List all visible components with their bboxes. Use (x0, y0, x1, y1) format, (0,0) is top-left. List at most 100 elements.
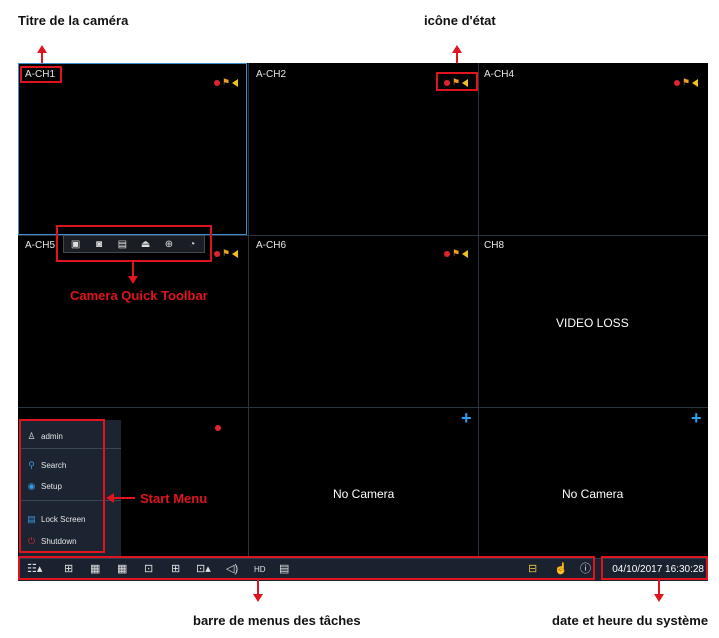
quick-toolbar-arrow (132, 262, 134, 276)
pip-icon[interactable]: ⊡▴ (196, 563, 211, 575)
motion-icon: ⚑ (452, 248, 461, 258)
camera-title-arrow-head (37, 45, 47, 53)
taskbar-highlight (18, 556, 595, 580)
record-status-icon (214, 250, 220, 257)
record-status-icon (444, 79, 450, 86)
motion-icon: ⚑ (452, 77, 461, 87)
status-icon-arrow-head (452, 45, 462, 53)
quick-toolbar-arrow-head (128, 276, 138, 284)
user-icon: ♙ (27, 431, 36, 441)
layout-16-icon[interactable]: ⊡ (144, 563, 154, 575)
status-icons-ch6: ⚑ (444, 248, 469, 258)
record-icon[interactable]: ▣ (70, 238, 81, 250)
taskbar-arrow-head (253, 594, 263, 602)
quick-toolbar-annotation: Camera Quick Toolbar (70, 288, 208, 303)
no-camera-label: No Camera (562, 487, 624, 501)
info-icon[interactable]: ⓘ (580, 563, 591, 575)
datetime-arrow-head (654, 594, 664, 602)
channel-title-ch4: A-CH4 (484, 69, 515, 80)
add-camera-button[interactable]: + (461, 408, 472, 428)
setup-icon: ◉ (27, 481, 36, 491)
menu-divider (19, 448, 121, 449)
start-menu-search[interactable]: ⚲ Search (27, 460, 66, 471)
video-loss-label: VIDEO LOSS (556, 316, 629, 330)
camera-quick-toolbar: ▣ ◙ ▤ ⏏ ⊕ ◔ (63, 235, 205, 253)
record-status-icon (444, 250, 450, 257)
menu-divider (19, 500, 121, 501)
snapshot-icon[interactable]: ◙ (95, 238, 102, 250)
ptz-icon[interactable]: ⏏ (140, 238, 151, 250)
color-icon[interactable]: ◔ (189, 238, 196, 250)
start-menu-setup[interactable]: ◉ Setup (27, 481, 62, 492)
status-icon-annotation: icône d'état (424, 13, 496, 28)
shutdown-icon: ⏻ (27, 536, 36, 546)
motion-icon: ⚑ (222, 248, 231, 258)
grid-divider (18, 235, 708, 236)
selected-channel-frame[interactable] (18, 63, 247, 235)
grid-divider (478, 63, 479, 558)
start-menu-arrow (113, 497, 135, 499)
camera-title-arrow (41, 52, 43, 66)
network-icon[interactable]: ⊟ (528, 563, 538, 575)
datetime-annotation: date et heure du système (552, 613, 709, 628)
start-menu-highlight (19, 419, 105, 553)
status-icon-arrow (456, 52, 458, 72)
alarm-icon (462, 249, 469, 258)
playback-icon[interactable]: ▤ (117, 238, 128, 250)
status-icons-ch5: ⚑ (214, 248, 239, 258)
camera-title-highlight (20, 66, 62, 83)
channel-title-ch2: A-CH2 (256, 69, 287, 80)
taskbar-arrow (257, 580, 259, 594)
record-status-icon (214, 79, 220, 86)
alarm-icon (692, 78, 699, 87)
no-camera-label: No Camera (333, 487, 395, 501)
record-status-icon (674, 79, 680, 86)
zoom-icon[interactable]: ⊕ (164, 238, 174, 250)
audio-icon[interactable]: ◁) (226, 563, 239, 575)
taskbar-annotation: barre de menus des tâches (193, 613, 361, 628)
start-menu-user[interactable]: ♙ admin (27, 431, 63, 442)
layout-custom-icon[interactable]: ⊞ (171, 563, 181, 575)
start-menu-annotation: Start Menu (140, 491, 208, 506)
datetime-arrow (658, 580, 660, 594)
add-camera-button[interactable]: + (691, 408, 702, 428)
stream-icon[interactable]: HD (254, 565, 266, 574)
layout-1-icon[interactable]: ⊞ (64, 563, 74, 575)
taskbar: ☷▴ ⊞ ▦ ▦ ⊡ ⊞ ⊡▴ ◁) HD ▤ ⊟ ☝ ⓘ 04/10/2017… (18, 558, 708, 581)
alarm-icon (232, 249, 239, 258)
start-menu-arrow-head (106, 493, 114, 503)
motion-icon: ⚑ (222, 77, 231, 87)
status-icon-highlight (436, 72, 478, 91)
search-icon: ⚲ (28, 460, 35, 470)
setup-label: Setup (41, 482, 62, 491)
lock-icon: ▤ (27, 514, 36, 524)
channel-title-ch8: CH8 (484, 240, 505, 251)
status-icons-ch1: ⚑ (214, 77, 239, 87)
user-label: admin (41, 432, 63, 441)
alarm-icon (232, 78, 239, 87)
layout-9-icon[interactable]: ▦ (117, 563, 128, 575)
grid-divider (18, 407, 708, 408)
start-menu-shutdown[interactable]: ⏻ Shutdown (27, 536, 77, 547)
lock-label: Lock Screen (41, 515, 86, 524)
start-menu-icon[interactable]: ☷▴ (27, 563, 43, 575)
layout-4-icon[interactable]: ▦ (90, 563, 101, 575)
manual-alarm-icon[interactable]: ☝ (554, 563, 568, 575)
shutdown-label: Shutdown (41, 537, 77, 546)
status-icons-ch2: ⚑ (444, 77, 469, 87)
motion-icon: ⚑ (682, 77, 691, 87)
search-label: Search (41, 461, 67, 470)
record-status-icon (215, 425, 221, 431)
camera-title-annotation: Titre de la caméra (18, 13, 129, 28)
record-search-icon[interactable]: ▤ (279, 563, 290, 575)
alarm-icon (462, 78, 469, 87)
quick-toolbar-highlight (56, 225, 212, 262)
channel-title-ch6: A-CH6 (256, 240, 287, 251)
system-datetime: 04/10/2017 16:30:28 (612, 564, 704, 575)
channel-title-ch1: A-CH1 (25, 69, 56, 80)
grid-divider (248, 63, 249, 558)
channel-title-ch5: A-CH5 (25, 240, 56, 251)
dvr-screen: A-CH1 ⚑ A-CH2 ⚑ A-CH4 ⚑ ▣ ◙ ▤ ⏏ ⊕ ◔ A-CH… (18, 63, 708, 581)
start-menu-lock[interactable]: ▤ Lock Screen (27, 514, 85, 525)
datetime-highlight (601, 556, 708, 580)
